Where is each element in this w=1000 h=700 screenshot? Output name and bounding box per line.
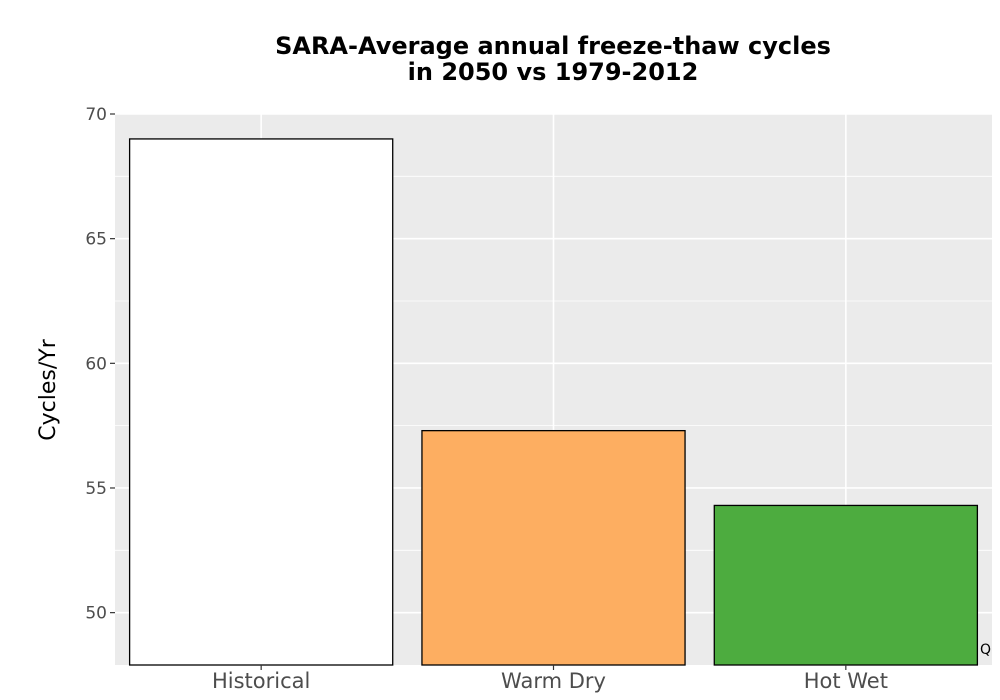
y-tick-label: 65 <box>85 230 107 250</box>
y-axis: 50 55 60 65 70 <box>85 105 115 624</box>
bars <box>128 138 979 666</box>
bar-historical <box>128 138 394 666</box>
y-tick-label: 60 <box>85 354 107 374</box>
x-tick-label: Warm Dry <box>501 669 606 693</box>
x-axis: Historical Warm Dry Hot Wet <box>212 665 888 693</box>
bar-warm-dry <box>421 429 686 666</box>
bar-hot-wet <box>713 504 979 666</box>
chart-title-line1: SARA-Average annual freeze-thaw cycles <box>275 32 831 60</box>
y-tick-label: 70 <box>85 105 107 125</box>
x-tick-label: Historical <box>212 669 310 693</box>
x-tick-label: Hot Wet <box>804 669 888 693</box>
chart-title-line2: in 2050 vs 1979-2012 <box>408 58 699 86</box>
y-axis-label: Cycles/Yr <box>36 338 61 440</box>
y-tick-label: 50 <box>85 604 107 624</box>
y-tick-label: 55 <box>85 479 107 499</box>
corner-label: Q <box>980 642 991 658</box>
